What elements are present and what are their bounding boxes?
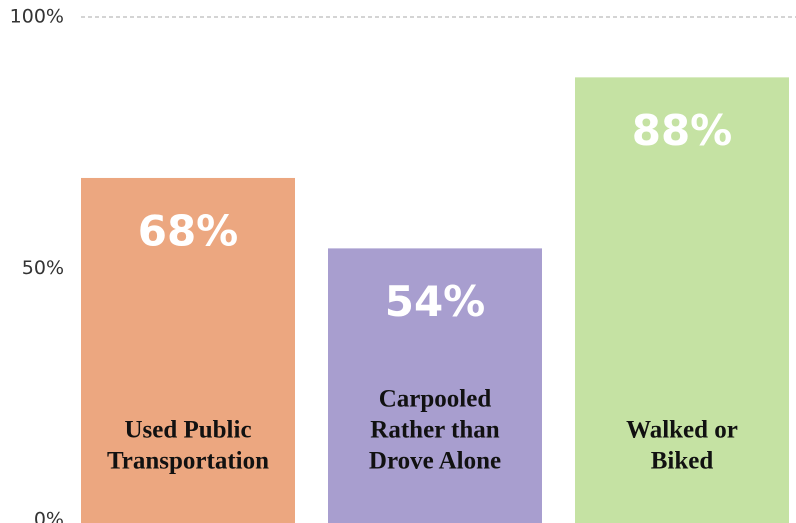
category-label: Transportation [107,448,269,475]
bar [575,77,789,523]
category-label: Biked [651,448,714,475]
value-label: 54% [385,277,486,326]
value-label: 68% [138,206,239,255]
category-label: Rather than [370,417,500,444]
y-tick-label: 100% [10,6,64,28]
category-label: Carpooled [379,386,492,413]
category-label: Walked or [626,417,738,444]
y-tick-label: 0% [34,509,64,523]
bar [328,248,542,523]
y-tick-label: 50% [22,257,64,279]
category-label: Drove Alone [369,448,501,475]
value-label: 88% [632,106,733,155]
bar [81,177,295,523]
category-label: Used Public [124,417,251,444]
